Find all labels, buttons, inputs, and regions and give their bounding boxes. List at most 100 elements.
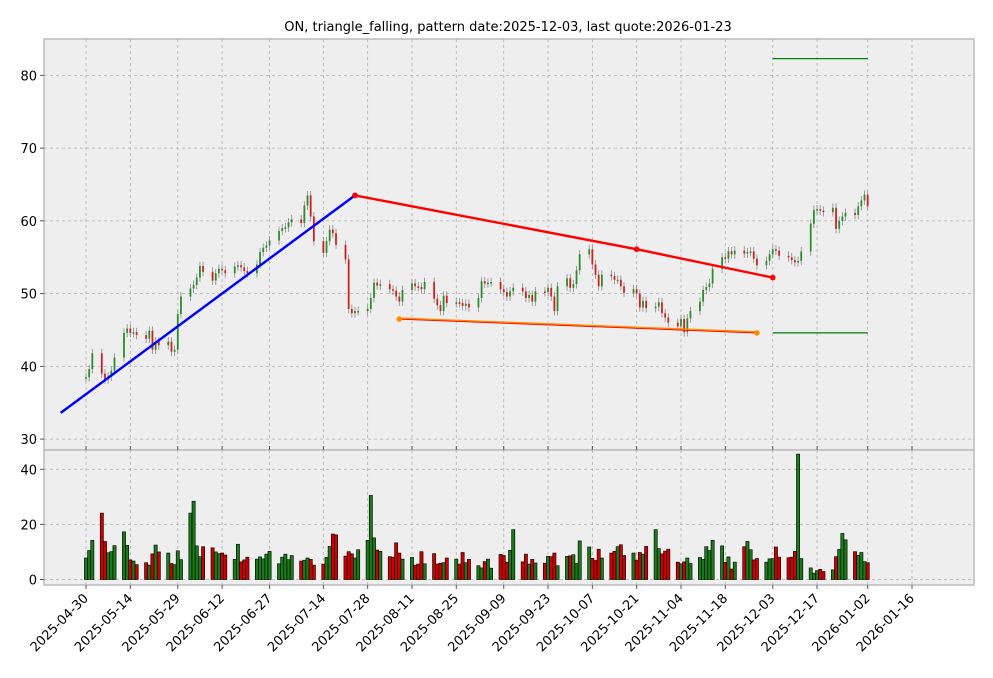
candle-body (819, 209, 822, 211)
candle-body (278, 231, 280, 241)
volume-bar (419, 551, 424, 580)
volume-bar (511, 529, 516, 580)
volume-bar (210, 547, 215, 580)
volume-bar (786, 557, 791, 580)
candle-body (284, 227, 287, 229)
candle-body (199, 265, 201, 278)
candle-body (439, 305, 442, 312)
candle-body (218, 268, 220, 274)
volume-bar (106, 552, 111, 580)
volume-bar (239, 561, 243, 580)
volume-bar (267, 551, 272, 580)
candle-body (778, 250, 780, 256)
candle-body (730, 251, 733, 255)
volume-bar (289, 555, 294, 580)
volume-bar (840, 533, 845, 580)
volume-bar (378, 551, 383, 580)
volume-bar (353, 557, 357, 580)
candle-body (521, 287, 524, 292)
candle-body (328, 229, 331, 242)
candle-body (173, 349, 176, 352)
candle-body (414, 283, 417, 287)
volume-bar (546, 556, 550, 580)
volume-bar (552, 552, 557, 580)
chart-title: ON, triangle_falling, pattern date:2025-… (284, 20, 731, 35)
volume-bar (767, 558, 772, 580)
volume-bar (305, 557, 310, 580)
volume-bar (144, 562, 149, 580)
candle-body (157, 341, 160, 346)
volume-bar (498, 554, 503, 580)
volume-bar (254, 558, 259, 580)
candle-body (854, 212, 856, 216)
volume-bar (422, 563, 427, 580)
volume-tick-label: 40 (20, 463, 37, 478)
volume-bar (729, 568, 734, 580)
candle-body (768, 254, 771, 261)
candle-body (436, 298, 439, 306)
candle-body (809, 223, 812, 252)
volume-bar (84, 557, 88, 580)
candle-body (743, 250, 746, 254)
candle-body (506, 292, 508, 297)
volume-bar (103, 541, 107, 580)
candle-body (354, 311, 356, 314)
candle-body (708, 283, 711, 288)
volume-bar (324, 557, 329, 580)
candle-body (331, 229, 334, 234)
candle-body (689, 311, 692, 319)
volume-bar (637, 552, 642, 580)
candle-body (262, 247, 265, 253)
candle-body (594, 264, 597, 275)
candle-body (860, 200, 863, 207)
volume-bar (349, 553, 354, 580)
candle-body (534, 291, 537, 302)
volume-bar (599, 557, 604, 580)
candle-body (816, 209, 818, 211)
volume-bar (441, 562, 446, 580)
volume-bar (387, 556, 392, 580)
candle-body (417, 286, 420, 288)
volume-bar (577, 540, 582, 580)
candle-body (645, 300, 648, 309)
candle-body (458, 302, 461, 304)
candle-body (727, 251, 730, 259)
volume-bar (150, 553, 155, 580)
candle-body (531, 295, 534, 302)
volume-bar (283, 553, 288, 580)
volume-bar (147, 564, 152, 580)
volume-bar (175, 550, 180, 580)
volume-bar (777, 556, 781, 580)
trendline-shadow (399, 318, 757, 334)
volume-bar (489, 567, 493, 580)
price-plot-area (43, 38, 975, 451)
candle-body (711, 268, 714, 284)
volume-bar (682, 561, 687, 580)
candle-body (202, 265, 204, 272)
volume-bar (299, 560, 304, 580)
candle-body (113, 357, 116, 371)
candle-body (211, 271, 214, 281)
candle-body (442, 295, 445, 312)
volume-bar (660, 553, 664, 580)
candle-body (325, 241, 328, 253)
candle-body (145, 335, 148, 339)
volume-bar (811, 572, 816, 580)
volume-bar (685, 557, 690, 580)
volume-y-axis: 0 20 40 (20, 463, 44, 588)
candle-body (259, 252, 261, 265)
candle-body (800, 251, 803, 261)
volume-bar (609, 552, 614, 580)
candle-body (794, 260, 796, 263)
candle-body (499, 281, 502, 290)
volume-bar (675, 561, 680, 580)
volume-bar (732, 561, 737, 580)
volume-bar (865, 562, 870, 580)
candle-body (221, 268, 223, 271)
volume-bar (169, 563, 174, 580)
volume-bar (460, 552, 465, 580)
candle-body (597, 274, 600, 287)
candle-body (192, 284, 195, 289)
volume-bar (834, 556, 838, 580)
volume-bar (622, 555, 626, 580)
